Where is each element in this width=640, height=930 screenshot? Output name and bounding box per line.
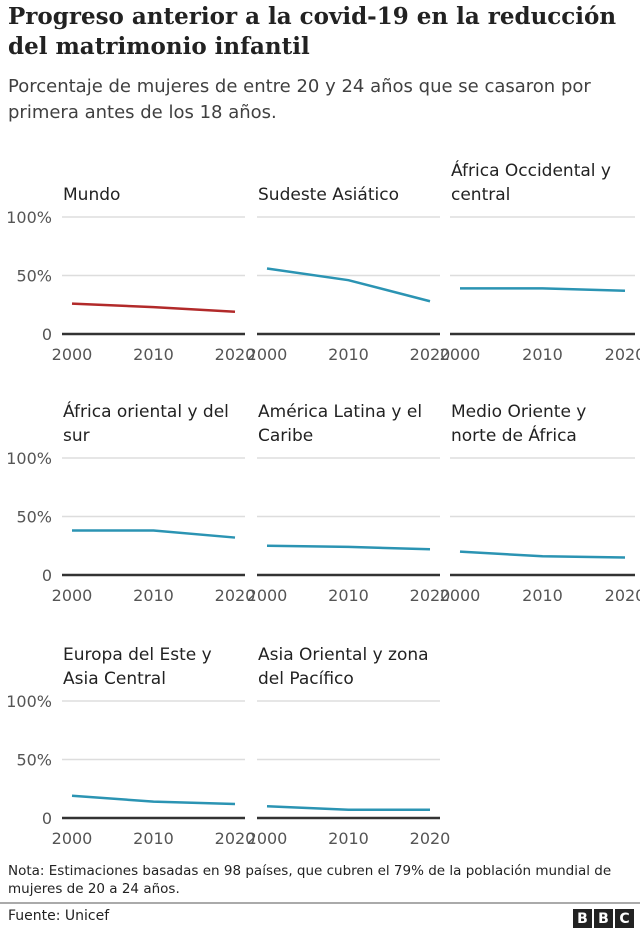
x-tick-label: 2020 xyxy=(410,345,451,364)
series-line xyxy=(71,302,236,314)
x-tick-label: 2010 xyxy=(328,829,369,848)
y-tick-label: 0 xyxy=(42,325,52,344)
panel-title: América Latina y el Caribe xyxy=(258,402,423,446)
series-line xyxy=(459,550,626,559)
x-tick-label: 2010 xyxy=(522,345,563,364)
series-line xyxy=(460,287,626,292)
series-line xyxy=(266,267,431,303)
y-tick-label: 50% xyxy=(16,751,52,770)
y-tick-label: 50% xyxy=(16,508,52,527)
panel-title: África oriental y del sur xyxy=(63,402,229,446)
y-tick-label: 100% xyxy=(6,449,52,468)
x-tick-label: 2020 xyxy=(215,829,256,848)
x-tick-label: 2020 xyxy=(605,345,640,364)
x-tick-label: 2000 xyxy=(440,586,481,605)
x-tick-label: 2000 xyxy=(440,345,481,364)
x-tick-label: 2010 xyxy=(328,345,369,364)
y-tick-label: 0 xyxy=(42,809,52,828)
chart-subtitle: Porcentaje de mujeres de entre 20 y 24 a… xyxy=(8,76,591,123)
panel-title: Mundo xyxy=(63,185,121,205)
x-tick-label: 2020 xyxy=(410,829,451,848)
x-tick-label: 2000 xyxy=(247,586,288,605)
x-tick-label: 2010 xyxy=(133,345,174,364)
series-line xyxy=(266,805,430,812)
panel-title: Medio Oriente y norte de África xyxy=(451,402,587,446)
source: Fuente: Unicef xyxy=(8,908,110,924)
divider xyxy=(0,902,640,904)
x-tick-label: 2000 xyxy=(247,829,288,848)
x-tick-label: 2010 xyxy=(328,586,369,605)
x-tick-label: 2000 xyxy=(247,345,288,364)
series-line xyxy=(71,794,236,806)
x-tick-label: 2010 xyxy=(522,586,563,605)
footnote: Nota: Estimaciones basadas en 98 países,… xyxy=(8,863,612,897)
x-tick-label: 2020 xyxy=(215,586,256,605)
panel-title: África Occidental y central xyxy=(451,161,611,205)
x-tick-label: 2000 xyxy=(52,586,93,605)
y-tick-label: 100% xyxy=(6,208,52,227)
x-tick-label: 2020 xyxy=(410,586,451,605)
series-line xyxy=(72,529,236,539)
panel-title: Europa del Este y Asia Central xyxy=(63,645,212,689)
x-tick-label: 2010 xyxy=(133,586,174,605)
y-tick-label: 0 xyxy=(42,566,52,585)
panel-title: Sudeste Asiático xyxy=(258,185,399,205)
x-tick-label: 2010 xyxy=(133,829,174,848)
x-tick-label: 2000 xyxy=(52,829,93,848)
x-tick-label: 2020 xyxy=(215,345,256,364)
series-line xyxy=(266,544,431,551)
chart-title: Progreso anterior a la covid-19 en la re… xyxy=(8,3,617,60)
panel-title: Asia Oriental y zona del Pacífico xyxy=(258,645,429,689)
y-tick-label: 50% xyxy=(16,267,52,286)
y-tick-label: 100% xyxy=(6,692,52,711)
x-tick-label: 2000 xyxy=(52,345,93,364)
x-tick-label: 2020 xyxy=(605,586,640,605)
